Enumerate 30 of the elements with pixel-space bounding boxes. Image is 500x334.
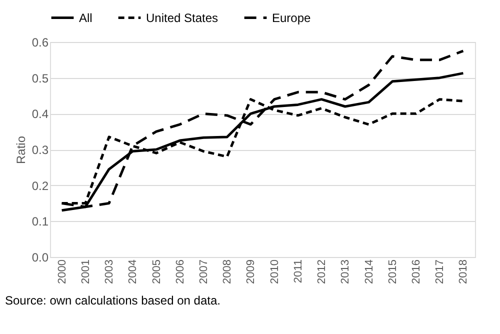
y-tick-label: 0.1 — [32, 214, 49, 229]
y-tick-label: 0.3 — [32, 143, 49, 157]
x-tick-label: 2006 — [174, 260, 186, 284]
x-tick-label: 2017 — [434, 260, 446, 284]
x-tick-label: 2003 — [104, 260, 116, 284]
y-tick-label: 0.2 — [32, 178, 49, 193]
source-note: Source: own calculations based on data. — [5, 293, 220, 308]
x-tick-label: 2007 — [198, 260, 210, 284]
x-tick-label: 2001 — [80, 260, 92, 284]
y-tick-label: 0.5 — [32, 71, 49, 86]
x-tick-label: 2010 — [268, 260, 281, 284]
legend-label: Europe — [272, 10, 312, 25]
x-tick-label: 2004 — [127, 260, 140, 284]
x-tick-label: 2000 — [56, 260, 68, 284]
legend-label: United States — [146, 10, 218, 25]
y-axis-title: Ratio — [14, 136, 28, 164]
x-tick-label: 2013 — [340, 260, 352, 284]
x-tick-label: 2016 — [410, 260, 422, 284]
x-tick-label: 2015 — [386, 260, 399, 284]
x-tick-label: 2014 — [363, 260, 376, 284]
x-tick-label: 2009 — [245, 260, 258, 284]
x-tick-label: 2005 — [150, 260, 163, 284]
x-tick-label: 2008 — [222, 260, 234, 284]
x-tick-label: 2018 — [458, 260, 470, 284]
y-tick-label: 0.4 — [32, 107, 49, 122]
y-tick-label: 0.0 — [32, 250, 49, 264]
y-tick-label: 0.6 — [32, 36, 49, 50]
x-tick-label: 2011 — [292, 260, 304, 284]
legend-label: All — [79, 10, 92, 25]
x-tick-label: 2012 — [316, 260, 328, 284]
